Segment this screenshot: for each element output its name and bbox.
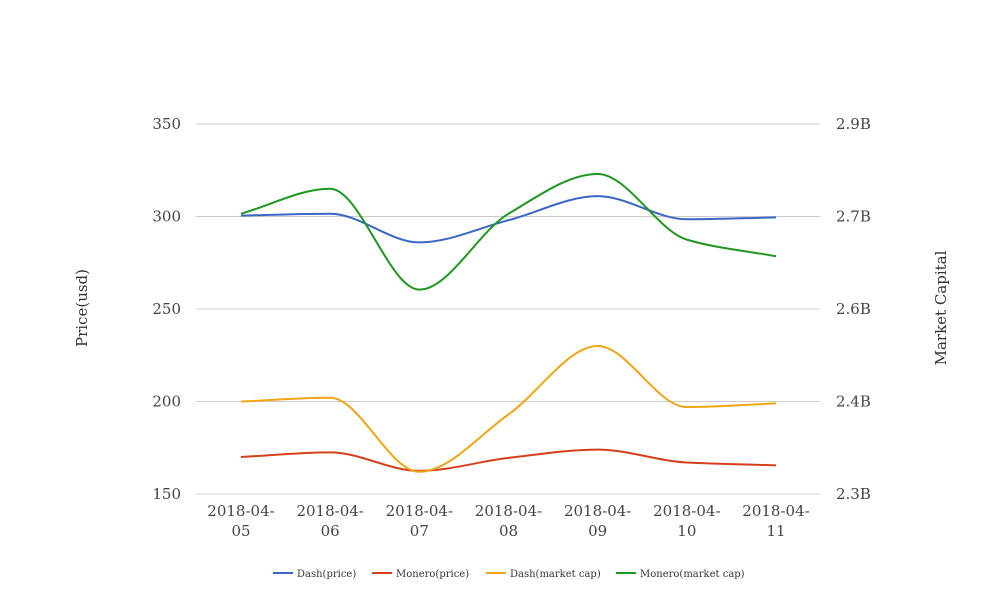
x-tick-label-line: 2018-04- [475,502,542,520]
x-tick-label-line: 08 [499,522,518,540]
y-left-tick-label: 200 [152,393,181,411]
x-tick-label-line: 2018-04- [296,502,363,520]
y-left-tick-label: 150 [152,485,181,503]
legend-item-monero-market-cap[interactable]: Monero(market cap) [616,569,745,580]
y-left-tick-label: 250 [152,300,181,318]
x-tick-label-line: 09 [588,522,607,540]
y-left-tick-label: 300 [152,208,181,226]
x-tick-label-line: 2018-04- [207,502,274,520]
x-tick-label-line: 2018-04- [653,502,720,520]
right-axis-ticks: 2.3B 2.4B 2.6B 2.7B 2.9B [836,115,871,503]
x-axis-ticks: 2018-04- 05 2018-04- 06 2018-04- 07 2018-04- 08… [207,502,809,540]
x-tick-label: 2018-04- 10 [653,502,720,540]
legend-item-dash-price[interactable]: Dash(price) [273,569,356,580]
grid [196,123,820,495]
series-group [240,172,777,473]
y-axis-right-label: Market Capital [932,250,950,365]
left-axis-ticks: 150 200 250 300 350 [152,115,181,503]
x-tick-label-line: 2018-04- [564,502,631,520]
legend-label: Monero(market cap) [640,569,745,580]
x-tick-label-line: 2018-04- [386,502,453,520]
series-line-monero-market-cap [240,172,777,291]
series-line-dash-market-cap [240,344,777,473]
x-tick-label-line: 11 [766,522,785,540]
series-line-monero-price [240,448,777,472]
legend-label: Dash(price) [297,569,356,580]
x-tick-label: 2018-04- 06 [296,502,363,540]
legend-item-monero-price[interactable]: Monero(price) [372,569,469,580]
series-line-dash-price [240,195,777,244]
y-right-tick-label: 2.7B [836,208,871,226]
legend-label: Monero(price) [396,569,469,580]
x-tick-label-line: 05 [231,522,250,540]
legend: Dash(price) Monero(price) Dash(market cap)… [273,569,745,580]
x-tick-label: 2018-04- 11 [742,502,809,540]
x-tick-label: 2018-04- 08 [475,502,542,540]
y-axis-left-label: Price(usd) [73,269,91,347]
x-tick-label: 2018-04- 09 [564,502,631,540]
x-tick-label-line: 06 [321,522,340,540]
legend-label: Dash(market cap) [510,569,601,580]
y-right-tick-label: 2.3B [836,485,871,503]
x-tick-label: 2018-04- 07 [386,502,453,540]
x-tick-label: 2018-04- 05 [207,502,274,540]
x-tick-label-line: 07 [410,522,429,540]
y-right-tick-label: 2.4B [836,393,871,411]
legend-item-dash-market-cap[interactable]: Dash(market cap) [486,569,601,580]
x-tick-label-line: 2018-04- [742,502,809,520]
y-right-tick-label: 2.6B [836,300,871,318]
x-tick-label-line: 10 [677,522,696,540]
y-right-tick-label: 2.9B [836,115,871,133]
y-left-tick-label: 350 [152,115,181,133]
